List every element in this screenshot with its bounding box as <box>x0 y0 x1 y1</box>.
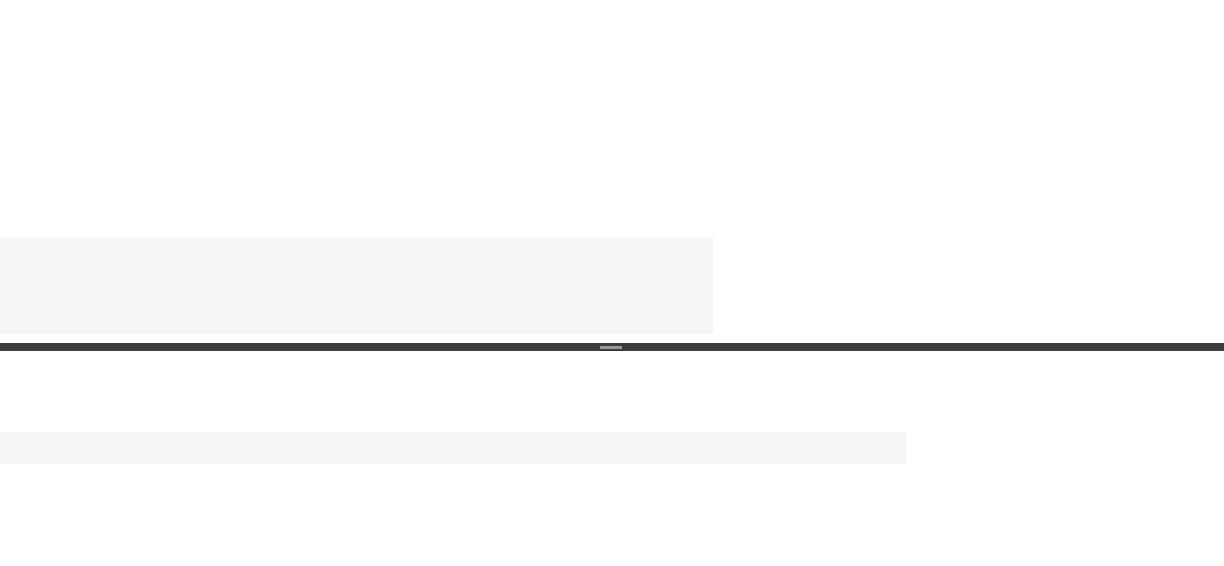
top-legend <box>0 238 713 334</box>
ratio-legend-swatch <box>316 441 329 454</box>
bottom-legend <box>0 432 906 464</box>
panel-splitter[interactable] <box>0 343 1224 351</box>
splitter-drag-handle-icon[interactable] <box>600 345 622 349</box>
